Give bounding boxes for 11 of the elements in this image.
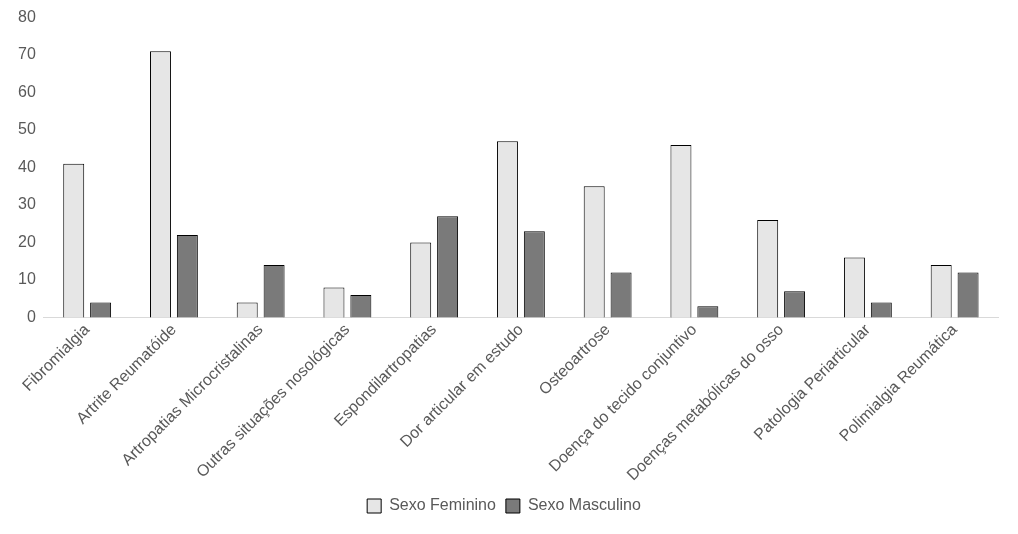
y-tick-label: 50 [18,120,36,138]
y-tick-label: 10 [18,270,36,288]
y-tick-label: 70 [18,45,36,63]
legend-label: Sexo Masculino [527,496,641,514]
legend-label: Sexo Feminino [389,496,496,514]
y-tick-label: 40 [18,157,36,175]
y-tick-label: 60 [18,82,36,100]
y-tick-label: 20 [18,232,36,250]
y-tick-label: 80 [18,8,36,26]
y-tick-label: 30 [18,195,36,213]
y-tick-label: 0 [26,307,36,325]
